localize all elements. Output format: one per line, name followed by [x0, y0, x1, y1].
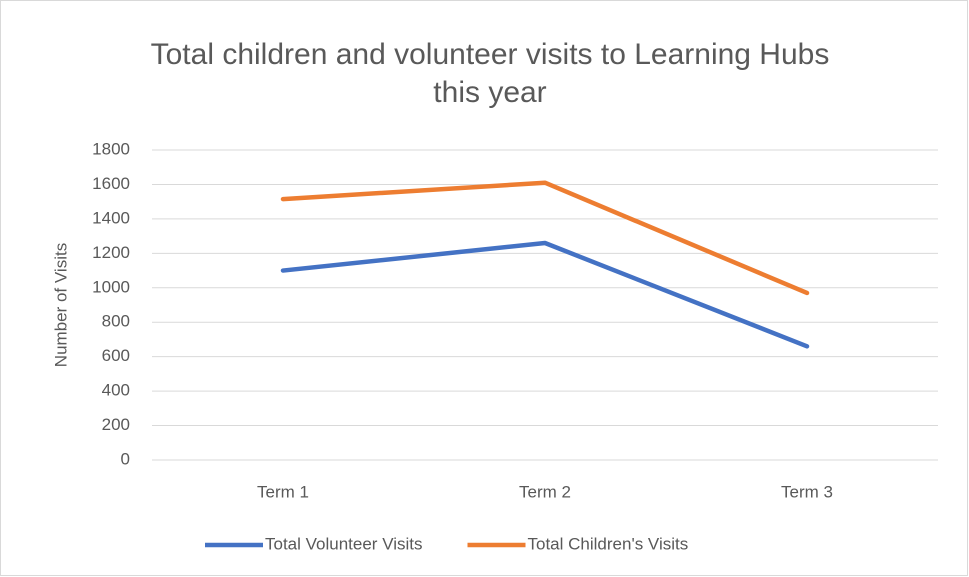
legend-label: Total Volunteer Visits — [265, 534, 423, 553]
series-line — [280, 180, 810, 296]
series-line — [280, 240, 810, 349]
y-tick-label: 1000 — [92, 277, 130, 296]
x-tick-label: Term 2 — [519, 482, 571, 501]
y-tick-label: 1200 — [92, 243, 130, 262]
y-tick-label: 600 — [102, 346, 130, 365]
y-tick-label: 1800 — [92, 139, 130, 158]
y-axis-label: Number of Visits — [51, 243, 70, 367]
x-tick-label: Term 1 — [257, 482, 309, 501]
y-tick-label: 1400 — [92, 208, 130, 227]
chart-title: Total children and volunteer visits to L… — [150, 38, 830, 109]
y-tick-label: 1600 — [92, 174, 130, 193]
y-tick-label: 0 — [121, 449, 130, 468]
legend-label: Total Children's Visits — [528, 534, 689, 553]
y-tick-label: 200 — [102, 415, 130, 434]
y-tick-label: 400 — [102, 381, 130, 400]
x-tick-label: Term 3 — [781, 482, 833, 501]
y-tick-label: 800 — [102, 312, 130, 331]
